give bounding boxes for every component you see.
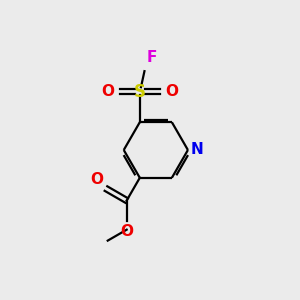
Text: O: O [90, 172, 103, 187]
Text: S: S [134, 82, 146, 100]
Text: O: O [165, 84, 178, 99]
Text: F: F [146, 50, 157, 65]
Text: O: O [120, 224, 133, 239]
Text: N: N [191, 142, 204, 158]
Text: O: O [102, 84, 115, 99]
